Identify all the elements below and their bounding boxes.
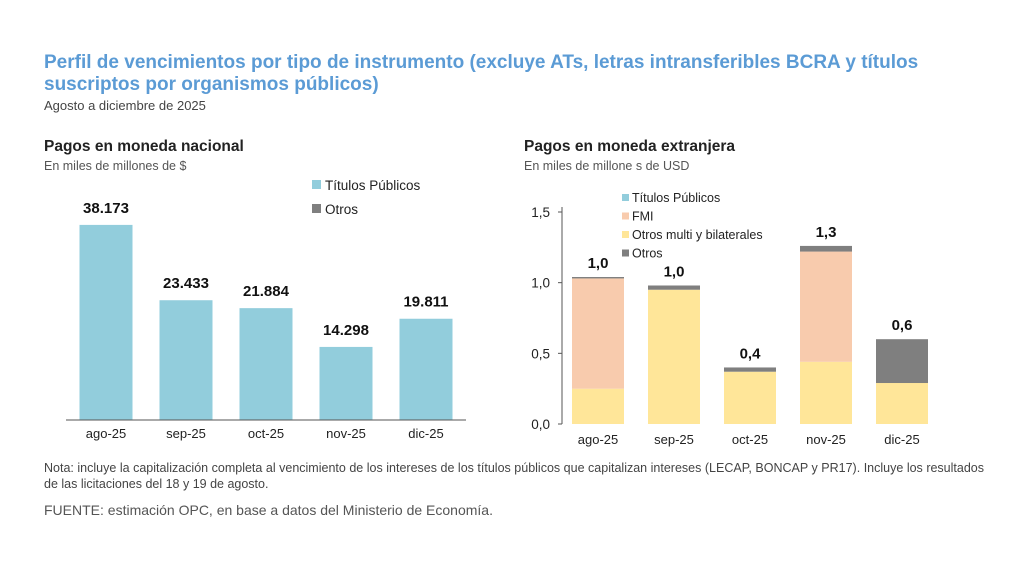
left-panel-unit: En miles de millones de $ — [44, 159, 187, 173]
bar-oct-25-series-2 — [724, 371, 776, 424]
data-label-oct-25: 0,4 — [740, 345, 762, 362]
bar-oct-25-series-3 — [724, 367, 776, 372]
bar-sep-25-series-3 — [648, 285, 700, 290]
data-label-nov-25: 1,3 — [816, 224, 837, 241]
page-title: Perfil de vencimientos por tipo de instr… — [44, 52, 919, 95]
page-subtitle: Agosto a diciembre de 2025 — [44, 98, 206, 113]
bar-ago-25-series-3 — [572, 277, 624, 279]
y-tick-label-1: 0,5 — [531, 346, 550, 361]
legend-label-3: Otros — [632, 247, 663, 261]
data-label-ago-25: 1,0 — [588, 255, 609, 272]
legend-label-0: Títulos Públicos — [325, 178, 421, 193]
legend-label-1: FMI — [632, 210, 654, 224]
right-panel-unit: En miles de millone s de USD — [524, 159, 690, 173]
legend-label-1: Otros — [325, 202, 358, 217]
right-panel-title: Pagos en moneda extranjera — [524, 138, 736, 155]
bar-nov-25 — [319, 346, 373, 420]
x-tick-sep-25: sep-25 — [166, 426, 206, 441]
x-tick-ago-25: ago-25 — [86, 426, 126, 441]
left-panel-title: Pagos en moneda nacional — [44, 138, 244, 155]
x-tick-dic-25: dic-25 — [884, 432, 919, 447]
x-tick-dic-25: dic-25 — [408, 426, 443, 441]
legend-swatch-0 — [312, 180, 321, 189]
legend-swatch-3 — [622, 249, 629, 257]
bar-ago-25-series-2 — [572, 388, 624, 424]
footnote: Nota: incluye la capitalización completa… — [44, 461, 984, 491]
bar-dic-25-series-3 — [876, 339, 928, 384]
legend-swatch-0 — [622, 194, 629, 201]
data-label-sep-25: 1,0 — [664, 263, 685, 280]
bar-sep-25-series-2 — [648, 289, 700, 424]
legend-label-0: Títulos Públicos — [632, 191, 720, 205]
data-label-oct-25: 21.884 — [243, 283, 290, 300]
x-tick-oct-25: oct-25 — [732, 432, 768, 447]
bar-sep-25 — [159, 300, 213, 420]
legend-label-2: Otros multi y bilaterales — [632, 228, 763, 242]
y-tick-label-2: 1,0 — [531, 276, 550, 291]
x-tick-oct-25: oct-25 — [248, 426, 284, 441]
x-tick-sep-25: sep-25 — [654, 432, 694, 447]
bar-nov-25-series-3 — [800, 245, 852, 252]
legend-swatch-1 — [312, 204, 321, 213]
bar-ago-25 — [79, 224, 133, 420]
bar-dic-25-series-2 — [876, 383, 928, 424]
data-label-dic-25: 19.811 — [403, 294, 448, 311]
legend-swatch-1 — [622, 212, 629, 220]
x-tick-ago-25: ago-25 — [578, 432, 618, 447]
y-tick-label-0: 0,0 — [531, 417, 550, 432]
bar-oct-25 — [239, 308, 293, 420]
bar-ago-25-series-1 — [572, 278, 624, 389]
data-label-dic-25: 0,6 — [892, 317, 913, 334]
data-label-sep-25: 23.433 — [163, 275, 209, 292]
data-label-ago-25: 38.173 — [83, 200, 129, 217]
bar-dic-25 — [399, 318, 453, 420]
x-tick-nov-25: nov-25 — [326, 426, 366, 441]
legend-swatch-2 — [622, 231, 629, 238]
data-label-nov-25: 14.298 — [323, 322, 369, 339]
y-tick-label-3: 1,5 — [531, 205, 550, 220]
source-note: FUENTE: estimación OPC, en base a datos … — [44, 502, 493, 518]
bar-nov-25-series-1 — [800, 251, 852, 362]
bar-nov-25-series-2 — [800, 361, 852, 424]
x-tick-nov-25: nov-25 — [806, 432, 846, 447]
